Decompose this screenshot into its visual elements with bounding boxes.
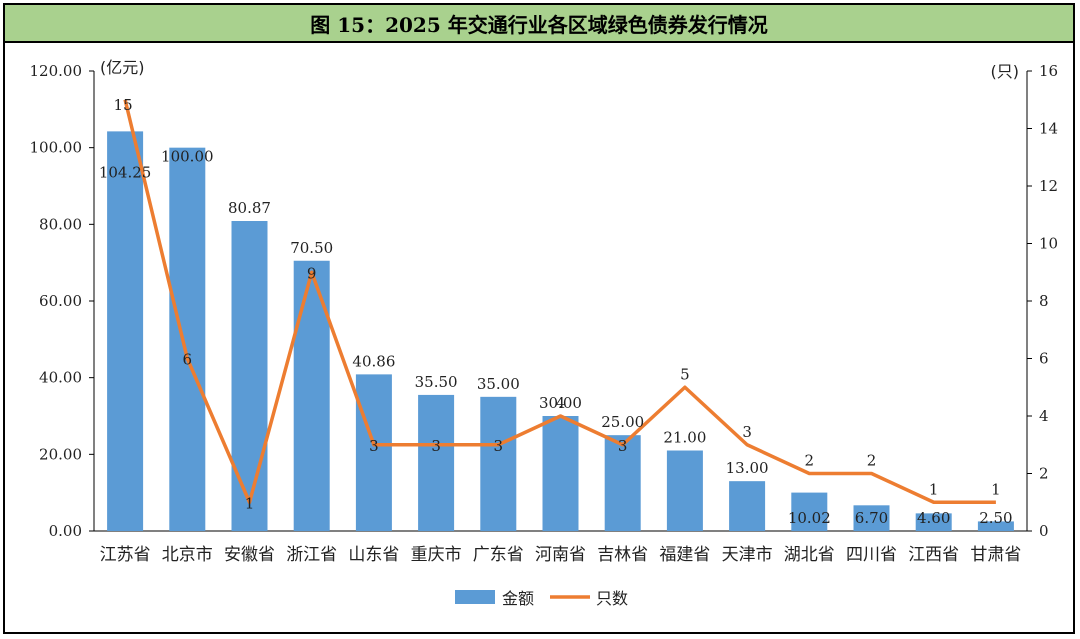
line-value-label: 2	[805, 452, 815, 470]
y-left-tick-label: 0.00	[49, 522, 82, 540]
bar-value-label: 35.50	[415, 373, 458, 391]
x-tick-label: 重庆市	[411, 545, 462, 565]
line-series	[123, 99, 996, 504]
x-tick-label: 四川省	[846, 545, 897, 565]
bar-value-label: 10.02	[788, 509, 831, 527]
bar	[231, 220, 268, 531]
x-tick-label: 山东省	[348, 545, 399, 565]
bar	[604, 435, 641, 531]
line-value-label: 9	[307, 264, 317, 282]
line-value-label: 1	[991, 480, 1001, 498]
line-value-label: 1	[245, 494, 255, 512]
bar	[293, 260, 330, 531]
bar	[169, 147, 206, 531]
bar	[791, 492, 828, 531]
x-tick-label: 江苏省	[100, 545, 151, 565]
y-right-tick-label: 0	[1039, 522, 1049, 540]
x-tick-label: 甘肃省	[970, 545, 1021, 565]
line-value-label: 1	[929, 480, 939, 498]
y-left-tick-label: 40.00	[39, 369, 82, 387]
line-value-label: 2	[867, 452, 877, 470]
y-left-unit: (亿元)	[100, 58, 145, 77]
y-right-tick-label: 4	[1039, 407, 1049, 425]
bar-value-label: 40.86	[352, 352, 395, 370]
line-value-label: 5	[680, 365, 690, 383]
bar-value-label: 80.87	[228, 199, 271, 217]
title-bar: 图 15：2025 年交通行业各区域绿色债券发行情况	[5, 5, 1073, 43]
x-tick-label: 浙江省	[286, 545, 337, 565]
bar-value-label: 104.25	[99, 163, 152, 181]
x-tick-label: 北京市	[162, 545, 213, 565]
x-tick-label: 安徽省	[224, 545, 275, 565]
legend-bar-swatch	[455, 590, 495, 604]
bar	[418, 394, 455, 531]
bar-value-label: 21.00	[663, 429, 706, 447]
bar	[542, 416, 579, 531]
bar	[480, 396, 517, 531]
bar	[853, 505, 890, 531]
line-value-label: 6	[183, 351, 193, 369]
y-left-tick-label: 60.00	[39, 292, 82, 310]
bar-value-label: 4.60	[917, 509, 950, 527]
y-right-tick-label: 2	[1039, 465, 1049, 483]
x-tick-label: 江西省	[908, 545, 959, 565]
y-right-tick-label: 14	[1039, 120, 1058, 138]
y-left-tick-label: 80.00	[39, 215, 82, 233]
bar	[915, 513, 952, 531]
y-right-tick-label: 8	[1039, 292, 1049, 310]
bar-value-label: 35.00	[477, 375, 520, 393]
legend-bar-label: 金额	[502, 589, 534, 608]
bar	[107, 131, 144, 531]
y-right-unit: (只)	[991, 62, 1020, 81]
line-value-label: 3	[618, 437, 628, 455]
bar	[666, 450, 703, 531]
legend-line-label: 只数	[596, 589, 628, 608]
y-left-tick-label: 120.00	[30, 62, 83, 80]
line-value-label: 3	[494, 437, 504, 455]
x-tick-label: 天津市	[722, 545, 773, 565]
x-tick-label: 湖北省	[784, 545, 835, 565]
bar-value-label: 2.50	[979, 509, 1012, 527]
y-right-tick-label: 12	[1039, 177, 1058, 195]
chart-frame: 图 15：2025 年交通行业各区域绿色债券发行情况	[3, 3, 1075, 634]
bar-value-label: 25.00	[601, 413, 644, 431]
line-value-label: 4	[556, 394, 566, 412]
line-value-label: 15	[114, 96, 133, 114]
bar	[355, 374, 392, 531]
bar	[729, 481, 766, 531]
x-tick-label: 广东省	[473, 545, 524, 565]
x-tick-label: 河南省	[535, 545, 586, 565]
bar-value-label: 30.00	[539, 394, 582, 412]
line-value-label: 3	[369, 437, 379, 455]
y-left-tick-label: 100.00	[30, 139, 83, 157]
y-right-tick-label: 10	[1039, 235, 1058, 253]
bar	[977, 521, 1014, 531]
line-value-label: 3	[742, 423, 752, 441]
y-right-tick-label: 6	[1039, 350, 1049, 368]
bar-value-label: 70.50	[290, 239, 333, 257]
bar-value-label: 100.00	[161, 148, 214, 166]
x-tick-label: 福建省	[659, 545, 710, 565]
x-tick-label: 吉林省	[597, 545, 648, 565]
bar-value-label: 6.70	[855, 509, 888, 527]
line-value-label: 3	[431, 437, 441, 455]
bar-value-label: 13.00	[726, 459, 769, 477]
y-left-tick-label: 20.00	[39, 445, 82, 463]
chart-title: 图 15：2025 年交通行业各区域绿色债券发行情况	[310, 12, 768, 37]
y-right-tick-label: 16	[1039, 62, 1058, 80]
